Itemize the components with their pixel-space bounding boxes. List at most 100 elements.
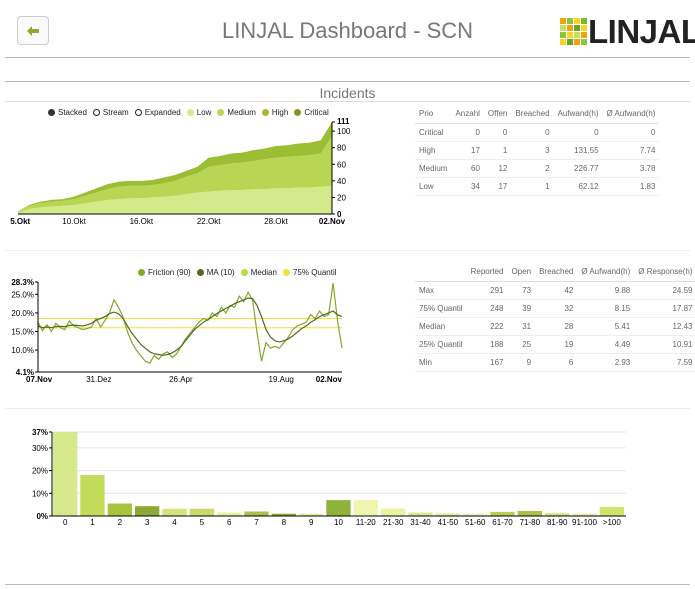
bar-4 [162, 508, 187, 516]
bar-1 [80, 475, 105, 516]
table-cell: 28 [535, 317, 578, 336]
y-tick-label: 20% [32, 467, 48, 476]
table-cell: 167 [466, 353, 508, 372]
legend-item-stream[interactable]: Stream [92, 108, 129, 117]
arrow-left-icon [27, 25, 39, 36]
legend-dot-icon [92, 109, 100, 116]
friction-line [37, 283, 343, 364]
y-tick-label: 40 [337, 177, 346, 186]
table-header: Ø Response(h) [634, 262, 695, 282]
x-tick-label: 41-50 [438, 518, 459, 527]
table-cell: 24.59 [634, 281, 695, 300]
page-title: LINJAL Dashboard - SCN [221, 18, 474, 43]
friction-table: Reported Open Breached Ø Aufwand(h) Ø Respon… [415, 262, 695, 372]
bar-2 [107, 503, 132, 516]
bar-71-80 [517, 511, 542, 516]
y-tick-label: 100 [337, 127, 351, 136]
legend-dot-icon [282, 269, 290, 276]
table-row: Low 34 17 1 62.12 1.83 [415, 177, 660, 196]
legend-item-critical[interactable]: Critical [294, 108, 329, 117]
legend-label: Stacked [58, 108, 87, 117]
logo-grid-icon [560, 18, 587, 45]
area-chart-legend: Stacked Stream Expanded Low Medium High Critic… [48, 108, 335, 117]
section-divider-bottom [5, 101, 690, 102]
table-cell: 42 [535, 281, 578, 300]
legend-label: Expanded [144, 108, 181, 117]
bar-0 [53, 432, 78, 516]
table-cell: 7.59 [634, 353, 695, 372]
legend-item-medium[interactable]: Medium [217, 108, 256, 117]
table-row: Median 222 31 28 5.41 12.43 [415, 317, 695, 336]
table-cell: 1.83 [602, 177, 660, 196]
x-tick-label: 9 [309, 518, 314, 527]
table-cell: 3.78 [602, 159, 660, 178]
table-header: Ø Aufwand(h) [577, 262, 635, 282]
bar-6 [217, 512, 242, 516]
y-tick-label: 0 [337, 210, 342, 219]
legend-item-0[interactable]: Friction (90) [138, 268, 191, 277]
bar-81-90 [545, 513, 570, 516]
x-tick-label: 02.Nov [316, 375, 343, 384]
table-row: Min 167 9 6 2.93 7.59 [415, 353, 695, 372]
x-tick-label: 6 [227, 518, 232, 527]
legend-item-expanded[interactable]: Expanded [134, 108, 181, 117]
bar-chart: 0 1 2 3 4 5 6 7 8 9 10 11-20 21-30 31-40 41-50 51-60 61-… [32, 428, 626, 527]
legend-dot-icon [261, 109, 269, 116]
table-cell: Max [415, 281, 467, 300]
table-cell: 32 [535, 299, 578, 318]
legend-label: Medium [227, 108, 256, 117]
x-tick-label: 26.Apr [169, 375, 193, 384]
table-cell: High [415, 141, 452, 160]
section-divider-top [5, 81, 690, 82]
table-cell: 0 [602, 123, 660, 142]
table-cell: Median [415, 317, 467, 336]
table-cell: 222 [466, 317, 508, 336]
table-cell: 60 [451, 159, 484, 178]
area-series-medium [18, 136, 332, 213]
table-cell: 188 [466, 335, 508, 354]
table-cell: 131.55 [553, 141, 603, 160]
y-tick-label: 15.0% [11, 327, 34, 336]
x-tick-label: 05.Okt [10, 217, 31, 226]
x-tick-label: 10.Okt [62, 217, 86, 226]
footer-divider [5, 584, 690, 585]
table-cell: 0 [511, 123, 554, 142]
y-tick-label: 20.0% [11, 309, 34, 318]
legend-item-3[interactable]: 75% Quantil [282, 268, 337, 277]
legend-item-high[interactable]: High [261, 108, 288, 117]
legend-item-1[interactable]: MA (10) [196, 268, 235, 277]
table-cell: 9 [507, 353, 536, 372]
x-tick-label: 31-40 [410, 518, 431, 527]
legend-item-stacked[interactable]: Stacked [48, 108, 87, 117]
bar-21-30 [381, 508, 406, 516]
table-cell: 248 [466, 299, 508, 318]
x-tick-label: 28.Okt [264, 217, 288, 226]
y-tick-label: 25.0% [11, 290, 34, 299]
table-row: High 17 1 3 131.55 7.74 [415, 141, 660, 160]
legend-item-low[interactable]: Low [186, 108, 211, 117]
x-tick-label: 02.Nov [319, 217, 346, 226]
legend-item-2[interactable]: Median [240, 268, 277, 277]
back-button[interactable] [17, 16, 49, 45]
table-cell: 7.74 [602, 141, 660, 160]
legend-dot-icon [217, 109, 225, 116]
x-tick-label: 91-100 [572, 518, 597, 527]
table-cell: 17 [483, 177, 512, 196]
x-tick-label: 7 [254, 518, 259, 527]
area-series-low [18, 185, 332, 214]
table-cell: 39 [507, 299, 536, 318]
table-cell: 8.15 [577, 299, 635, 318]
table-cell: Critical [415, 123, 452, 142]
bar-31-40 [408, 512, 433, 516]
x-tick-label: 07.Nov [26, 375, 53, 384]
x-tick-label: 19.Aug [269, 375, 294, 384]
table-cell: 17 [451, 141, 484, 160]
table-cell: 62.12 [553, 177, 603, 196]
table-cell: 4.49 [577, 335, 635, 354]
table-cell: 2.93 [577, 353, 635, 372]
y-tick-label: 60 [337, 160, 346, 169]
y-tick-label: 30% [32, 444, 48, 453]
table-cell: 25 [507, 335, 536, 354]
x-tick-label: 2 [118, 518, 123, 527]
